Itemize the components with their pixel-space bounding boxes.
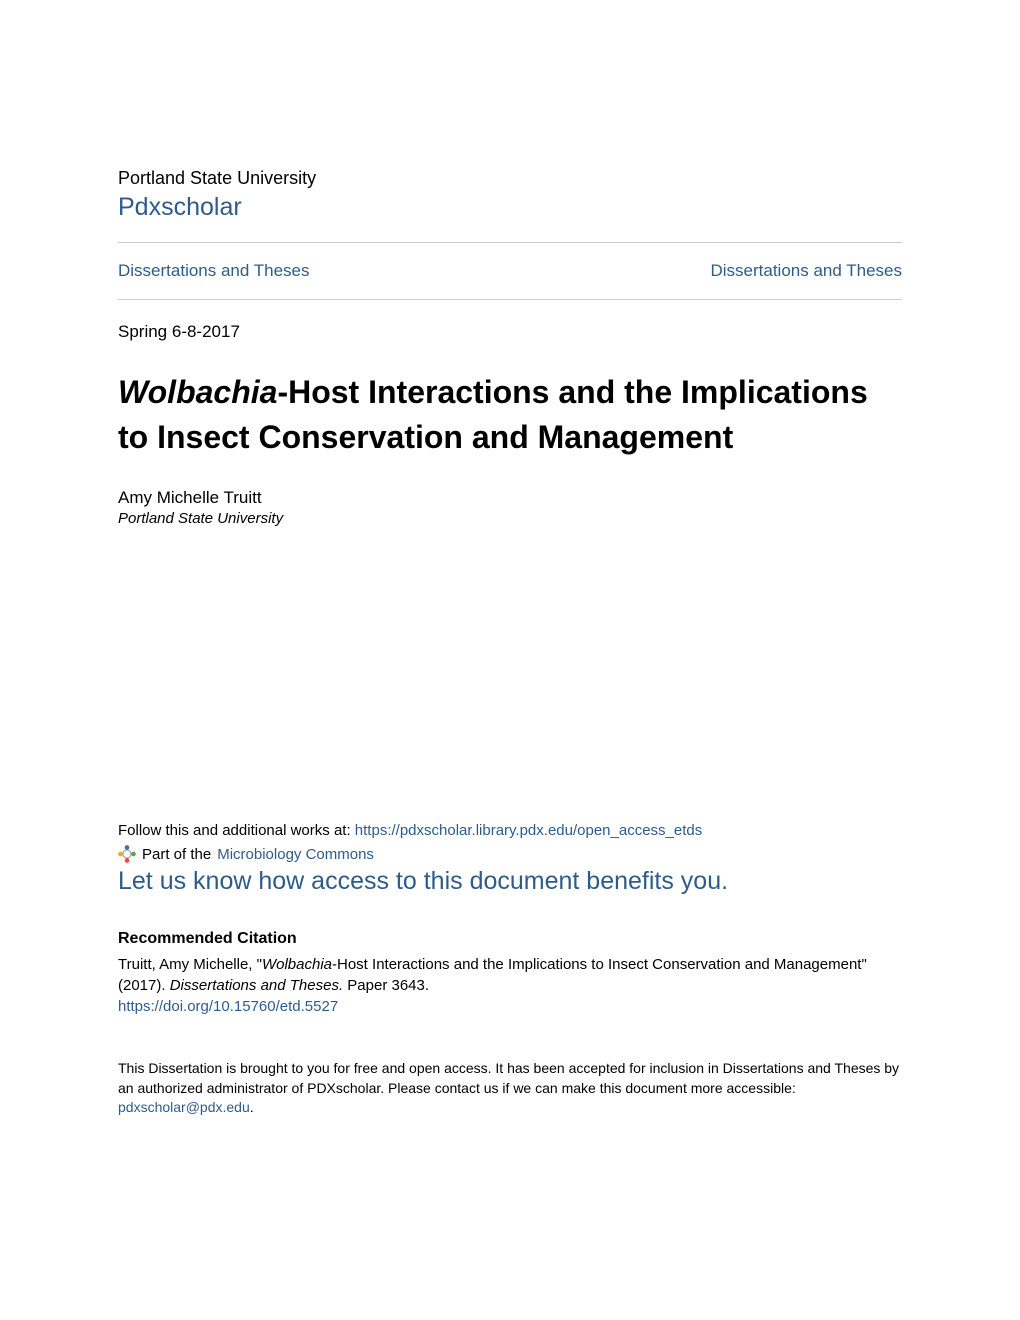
breadcrumb: Dissertations and Theses Dissertations a… (118, 243, 902, 299)
follow-line: Follow this and additional works at: htt… (118, 822, 902, 839)
publication-date: Spring 6-8-2017 (118, 322, 902, 342)
contact-email-link[interactable]: pdxscholar@pdx.edu (118, 1099, 250, 1115)
commons-line: Part of the Microbiology Commons (118, 845, 902, 863)
follow-prefix: Follow this and additional works at: (118, 822, 355, 839)
author-affiliation: Portland State University (118, 510, 902, 527)
page-title: Wolbachia-Host Interactions and the Impl… (118, 370, 902, 460)
document-page: Portland State University Pdxscholar Dis… (0, 0, 1020, 527)
citation-text: Truitt, Amy Michelle, "Wolbachia-Host In… (118, 954, 902, 996)
icon-dot-top (125, 845, 130, 850)
access-prefix: This Dissertation is brought to you for … (118, 1060, 899, 1096)
lower-section: Follow this and additional works at: htt… (118, 822, 902, 1118)
icon-dot-right (131, 852, 136, 857)
citation-suffix: Paper 3643. (343, 977, 429, 994)
divider-bottom (118, 299, 902, 300)
collection-link-left[interactable]: Dissertations and Theses (118, 261, 310, 281)
author-name: Amy Michelle Truitt (118, 488, 902, 508)
icon-dot-left (118, 852, 123, 857)
doi-link[interactable]: https://doi.org/10.15760/etd.5527 (118, 998, 338, 1015)
repository-link[interactable]: Pdxscholar (118, 193, 242, 222)
institution-label: Portland State University (118, 168, 902, 189)
access-suffix: . (250, 1099, 254, 1115)
title-italic-part: Wolbachia (118, 374, 277, 410)
icon-dot-bottom (125, 858, 130, 863)
citation-heading: Recommended Citation (118, 930, 902, 948)
collection-link-right[interactable]: Dissertations and Theses (710, 261, 902, 281)
microbiology-commons-link[interactable]: Microbiology Commons (217, 846, 374, 863)
open-access-link[interactable]: https://pdxscholar.library.pdx.edu/open_… (355, 822, 702, 839)
commons-prefix: Part of the (142, 846, 211, 863)
benefits-link[interactable]: Let us know how access to this document … (118, 867, 728, 896)
citation-italic-1: Wolbachia (262, 956, 332, 973)
citation-series-italic: Dissertations and Theses. (170, 977, 343, 994)
network-icon (118, 845, 136, 863)
citation-prefix: Truitt, Amy Michelle, " (118, 956, 262, 973)
access-statement: This Dissertation is brought to you for … (118, 1059, 902, 1118)
